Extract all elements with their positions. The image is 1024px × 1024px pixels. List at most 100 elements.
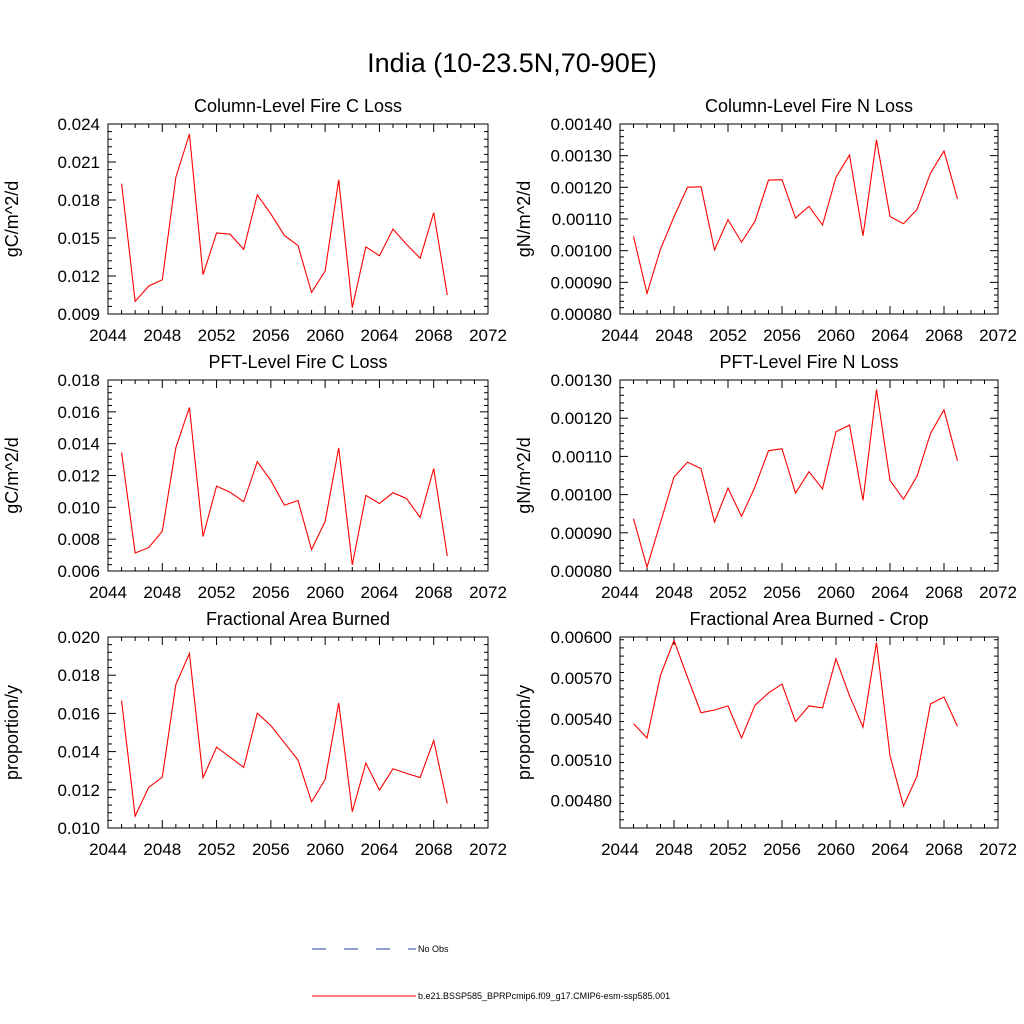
plot-frame [107,379,489,572]
x-tick-label: 2056 [763,326,801,345]
panel-title: Column-Level Fire N Loss [705,96,913,116]
y-tick-label: 0.010 [57,819,100,838]
panel-title: Fractional Area Burned - Crop [689,609,928,629]
plot-frame [619,123,999,315]
y-tick-label: 0.006 [57,562,100,581]
y-tick-label: 0.00140 [551,115,612,134]
y-tick-label: 0.00120 [551,178,612,197]
x-tick-label: 2044 [89,840,127,859]
y-tick-label: 0.015 [57,229,100,248]
x-tick-label: 2056 [763,583,801,602]
panel-title: Column-Level Fire C Loss [194,96,402,116]
series-line [632,389,959,570]
y-tick-label: 0.00480 [551,792,612,811]
x-tick-label: 2056 [252,583,290,602]
y-tick-label: 0.00110 [552,447,612,466]
x-tick-label: 2060 [306,583,344,602]
x-tick-label: 2064 [361,840,399,859]
y-tick-label: 0.009 [57,305,100,324]
y-tick-label: 0.018 [57,191,100,210]
x-tick-label: 2060 [306,840,344,859]
series-line [121,133,448,308]
x-tick-label: 2044 [601,840,639,859]
y-tick-label: 0.012 [57,267,100,286]
x-tick-label: 2052 [709,326,747,345]
x-tick-label: 2072 [469,326,507,345]
y-tick-label: 0.00540 [551,710,612,729]
x-tick-label: 2068 [925,583,963,602]
x-tick-label: 2064 [871,326,909,345]
panel-title: Fractional Area Burned [206,609,390,629]
plot-frame [619,636,999,829]
x-tick-label: 2056 [763,840,801,859]
y-tick-label: 0.00110 [552,210,612,229]
panel-title: PFT-Level Fire C Loss [208,352,387,372]
x-tick-label: 2052 [198,583,236,602]
x-tick-label: 2052 [709,840,747,859]
y-axis-label: proportion/y [514,685,534,780]
series-line [121,651,448,819]
y-tick-label: 0.00100 [551,242,612,261]
plot-frame [107,123,489,315]
y-tick-label: 0.014 [57,743,100,762]
y-tick-label: 0.018 [57,666,100,685]
y-axis-label: gC/m^2/d [2,437,22,513]
y-tick-label: 0.00130 [551,147,612,166]
y-tick-label: 0.010 [57,498,100,517]
x-tick-label: 2048 [143,583,181,602]
legend-label-model: b.e21.BSSP585_BPRPcmip6.f09_g17.CMIP6-es… [418,991,670,1001]
y-tick-label: 0.00130 [551,371,612,390]
x-tick-label: 2072 [979,326,1017,345]
x-tick-label: 2048 [655,840,693,859]
x-tick-label: 2064 [361,326,399,345]
x-tick-label: 2068 [415,326,453,345]
y-axis-label: gN/m^2/d [514,181,534,257]
x-tick-label: 2064 [871,583,909,602]
y-tick-label: 0.024 [57,115,100,134]
y-tick-label: 0.00090 [551,524,612,543]
x-tick-label: 2048 [143,326,181,345]
x-tick-label: 2048 [655,326,693,345]
x-tick-label: 2072 [469,840,507,859]
y-tick-label: 0.014 [57,435,100,454]
x-tick-label: 2056 [252,326,290,345]
figure-title: India (10-23.5N,70-90E) [367,48,657,78]
y-tick-label: 0.018 [57,371,100,390]
x-tick-label: 2060 [306,326,344,345]
y-tick-label: 0.00100 [551,486,612,505]
x-tick-label: 2044 [89,583,127,602]
x-tick-label: 2064 [871,840,909,859]
plot-frame [107,636,489,829]
x-tick-label: 2048 [655,583,693,602]
x-tick-label: 2044 [601,583,639,602]
y-tick-label: 0.00090 [551,273,612,292]
x-tick-label: 2060 [817,583,855,602]
x-tick-label: 2048 [143,840,181,859]
x-tick-label: 2072 [979,583,1017,602]
x-tick-label: 2068 [925,326,963,345]
y-axis-label: gN/m^2/d [514,437,534,513]
y-tick-label: 0.00510 [551,751,612,770]
x-tick-label: 2056 [252,840,290,859]
y-tick-label: 0.016 [57,403,100,422]
y-tick-label: 0.00120 [551,409,612,428]
y-axis-label: proportion/y [2,685,22,780]
y-tick-label: 0.016 [57,704,100,723]
x-tick-label: 2052 [198,326,236,345]
plot-frame [619,379,999,572]
y-tick-label: 0.012 [57,781,100,800]
x-tick-label: 2068 [415,583,453,602]
x-tick-label: 2044 [89,326,127,345]
series-line [633,638,958,808]
x-tick-label: 2068 [925,840,963,859]
panel-title: PFT-Level Fire N Loss [719,352,898,372]
y-tick-label: 0.00080 [551,305,612,324]
y-axis-label: gC/m^2/d [2,181,22,257]
x-tick-label: 2072 [469,583,507,602]
y-tick-label: 0.021 [57,153,100,172]
x-tick-label: 2072 [979,840,1017,859]
x-tick-label: 2060 [817,326,855,345]
y-tick-label: 0.020 [57,628,100,647]
legend-label-no-obs: No Obs [418,944,449,954]
